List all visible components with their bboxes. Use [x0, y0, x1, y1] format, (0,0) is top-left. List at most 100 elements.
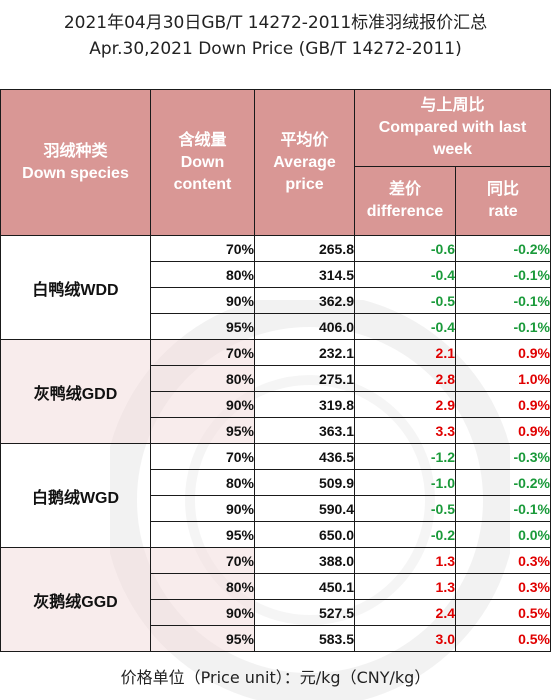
rate-cell: -0.1%	[454, 495, 551, 522]
rate-cell: 0.5%	[454, 599, 551, 626]
content-cell: 90%	[150, 495, 255, 522]
header-rate: 同比 rate	[454, 166, 551, 236]
rate-cell: 0.9%	[454, 339, 551, 366]
average-price-cell: 509.9	[254, 469, 355, 496]
rate-cell: 0.9%	[454, 417, 551, 444]
table-row: 80% 509.9 -1.0 -0.2%	[1, 469, 551, 496]
content-cell: 90%	[150, 391, 255, 418]
price-table: 羽绒种类 Down species 含绒量 Down content 平均价 A…	[0, 89, 551, 652]
rate-cell: 1.0%	[454, 365, 551, 392]
table-header: 羽绒种类 Down species 含绒量 Down content 平均价 A…	[0, 89, 551, 236]
page-title-english: Apr.30,2021 Down Price (GB/T 14272-2011)	[89, 39, 462, 59]
table-row: 90% 527.5 2.4 0.5%	[1, 599, 551, 626]
table-row: 灰鸭绒GDD 70% 232.1 2.1 0.9%	[0, 339, 551, 444]
average-price-cell: 436.5	[254, 443, 355, 470]
header-content-en-2: content	[173, 175, 232, 193]
table-row: 95% 583.5 3.0 0.5%	[1, 625, 551, 652]
content-cell: 70%	[150, 339, 255, 366]
rate-cell: 0.5%	[454, 625, 551, 652]
rate-cell: 0.0%	[454, 521, 551, 548]
price-unit-note: 价格单位（Price unit）：元/kg（CNY/kg）	[120, 668, 431, 687]
header-diff-en: difference	[366, 203, 444, 220]
content-cell: 70%	[150, 443, 255, 470]
difference-cell: 1.3	[354, 573, 456, 600]
difference-cell: 2.8	[354, 365, 456, 392]
difference-cell: 3.3	[354, 417, 456, 444]
header-species-zh: 羽绒种类	[43, 142, 108, 160]
table-row: 白鸭绒WDD 70% 265.8 -0.6 -0.2%	[0, 235, 551, 340]
average-price-cell: 650.0	[254, 521, 355, 548]
table-row: 95% 363.1 3.3 0.9%	[1, 417, 551, 444]
content-cell: 80%	[150, 469, 255, 496]
table-row: 灰鹅绒GGD 70% 388.0 1.3 0.3%	[0, 547, 551, 652]
header-difference: 差价 difference	[354, 166, 456, 236]
content-cell: 80%	[150, 261, 255, 288]
average-price-cell: 388.0	[254, 547, 355, 574]
content-cell: 80%	[150, 365, 255, 392]
average-price-cell: 319.8	[254, 391, 355, 418]
rate-cell: 0.9%	[454, 391, 551, 418]
average-price-cell: 232.1	[254, 339, 355, 366]
content-cell: 70%	[150, 547, 255, 574]
difference-cell: -0.2	[354, 521, 456, 548]
species-cell: 白鹅绒WGD	[0, 443, 151, 548]
rate-cell: -0.1%	[454, 313, 551, 340]
header-species-en: Down species	[22, 164, 129, 182]
header-species: 羽绒种类 Down species	[0, 89, 151, 236]
rate-cell: 0.3%	[454, 547, 551, 574]
header-diff-zh: 差价	[388, 181, 421, 198]
content-cell: 90%	[150, 287, 255, 314]
header-avg-en-2: price	[285, 175, 324, 193]
species-cell: 白鸭绒WDD	[0, 235, 151, 340]
header-compare-en-1: Compared with last	[378, 119, 527, 136]
page-title-chinese: 2021年04月30日GB/T 14272-2011标准羽绒报价汇总	[63, 13, 488, 33]
rate-cell: -0.2%	[454, 235, 551, 262]
content-cell: 80%	[150, 573, 255, 600]
content-cell: 95%	[150, 313, 255, 340]
content-cell: 95%	[150, 417, 255, 444]
average-price-cell: 362.9	[254, 287, 355, 314]
header-compare-zh: 与上周比	[420, 97, 485, 114]
difference-cell: -1.2	[354, 443, 456, 470]
average-price-cell: 314.5	[254, 261, 355, 288]
average-price-cell: 527.5	[254, 599, 355, 626]
average-price-cell: 583.5	[254, 625, 355, 652]
rate-cell: 0.3%	[454, 573, 551, 600]
difference-cell: 2.4	[354, 599, 456, 626]
header-content: 含绒量 Down content	[150, 89, 255, 236]
difference-cell: -0.5	[354, 287, 456, 314]
table-row: 80% 314.5 -0.4 -0.1%	[1, 261, 551, 288]
rate-cell: -0.1%	[454, 287, 551, 314]
rate-cell: -0.1%	[454, 261, 551, 288]
content-cell: 95%	[150, 625, 255, 652]
table-row: 80% 275.1 2.8 1.0%	[1, 365, 551, 392]
content-cell: 90%	[150, 599, 255, 626]
header-content-zh: 含绒量	[178, 131, 227, 149]
species-cell: 灰鹅绒GGD	[0, 547, 151, 652]
table-row: 95% 406.0 -0.4 -0.1%	[1, 313, 551, 340]
difference-cell: -0.4	[354, 313, 456, 340]
header-avg-en-1: Average	[273, 153, 336, 171]
average-price-cell: 590.4	[254, 495, 355, 522]
header-average-price: 平均价 Average price	[254, 89, 355, 236]
average-price-cell: 406.0	[254, 313, 355, 340]
difference-cell: 1.3	[354, 547, 456, 574]
content-cell: 95%	[150, 521, 255, 548]
table-row: 95% 650.0 -0.2 0.0%	[1, 521, 551, 548]
average-price-cell: 363.1	[254, 417, 355, 444]
header-rate-zh: 同比	[487, 181, 520, 198]
difference-cell: -1.0	[354, 469, 456, 496]
header-compare-last-week: 与上周比 Compared with last week	[353, 89, 551, 167]
average-price-cell: 450.1	[254, 573, 355, 600]
difference-cell: -0.6	[354, 235, 456, 262]
difference-cell: 2.1	[354, 339, 456, 366]
average-price-cell: 265.8	[254, 235, 355, 262]
header-content-en-1: Down	[180, 153, 225, 171]
table-row: 80% 450.1 1.3 0.3%	[1, 573, 551, 600]
table-row: 白鹅绒WGD 70% 436.5 -1.2 -0.3%	[0, 443, 551, 548]
species-cell: 灰鸭绒GDD	[0, 339, 151, 444]
table-row: 90% 362.9 -0.5 -0.1%	[1, 287, 551, 314]
difference-cell: 3.0	[354, 625, 456, 652]
difference-cell: -0.5	[354, 495, 456, 522]
average-price-cell: 275.1	[254, 365, 355, 392]
